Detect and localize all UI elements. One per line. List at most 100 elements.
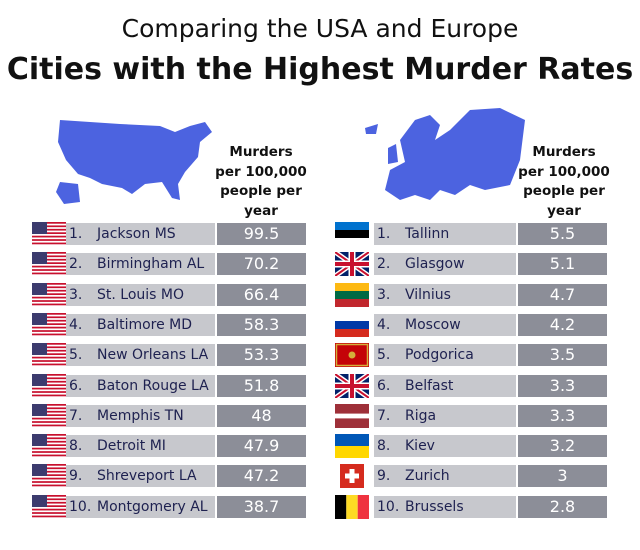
- city-name: Zurich: [405, 468, 450, 485]
- city-name: St. Louis MO: [97, 286, 185, 303]
- rate-cell: 47.9: [217, 435, 306, 458]
- flag-icon: [32, 373, 66, 398]
- city-name: Baltimore MD: [97, 316, 193, 333]
- rank: 3.: [69, 286, 83, 303]
- city-name: Podgorica: [405, 347, 474, 364]
- flag-icon: [335, 312, 369, 337]
- city-cell: 3. Vilnius: [374, 283, 516, 306]
- flag-icon: [333, 371, 371, 400]
- rate-cell: 51.8: [217, 374, 306, 397]
- rate-cell: 70.2: [217, 253, 306, 276]
- flag: [333, 250, 371, 279]
- rate-cell: 48: [217, 404, 306, 427]
- rank: 5.: [69, 347, 83, 364]
- city-name: Baton Rouge LA: [97, 377, 209, 394]
- flag: [32, 403, 66, 428]
- city-name: Birmingham AL: [97, 256, 205, 273]
- flag: [32, 494, 66, 519]
- flag-icon: [32, 403, 66, 428]
- city-cell: 7. Memphis TN: [66, 404, 215, 427]
- rank: 4.: [69, 316, 83, 333]
- city-cell: 2. Glasgow: [374, 253, 516, 276]
- rank: 7.: [377, 407, 391, 424]
- flag: [335, 343, 369, 368]
- rate-cell: 3.5: [518, 344, 607, 367]
- flag: [32, 434, 66, 459]
- rank: 6.: [69, 377, 83, 394]
- flag: [32, 373, 66, 398]
- subtitle: Cities with the Highest Murder Rates: [6, 52, 634, 87]
- rank: 3.: [377, 286, 391, 303]
- rate-cell: 66.4: [217, 283, 306, 306]
- rate-cell: 58.3: [217, 313, 306, 336]
- rate-cell: 4.2: [518, 313, 607, 336]
- city-name: Glasgow: [405, 256, 465, 273]
- rate-cell: 2.8: [518, 495, 607, 518]
- flag: [335, 282, 369, 307]
- flag: [335, 222, 369, 246]
- rank: 9.: [69, 468, 83, 485]
- flag: [32, 252, 66, 277]
- flag-icon: [335, 343, 369, 368]
- rank: 4.: [377, 316, 391, 333]
- rank: 10.: [69, 498, 92, 515]
- city-cell: 2. Birmingham AL: [66, 253, 215, 276]
- rate-cell: 3.3: [518, 374, 607, 397]
- rank: 10.: [377, 498, 400, 515]
- city-cell: 9. Shreveport LA: [66, 465, 215, 488]
- flag: [32, 282, 66, 307]
- rate-cell: 99.5: [217, 223, 306, 245]
- flag: [333, 371, 371, 400]
- city-cell: 1. Tallinn: [374, 223, 516, 245]
- flag-icon: [32, 312, 66, 337]
- city-name: Brussels: [405, 498, 464, 515]
- city-cell: 1. Jackson MS: [66, 223, 215, 245]
- city-cell: 7. Riga: [374, 404, 516, 427]
- rate-cell: 47.2: [217, 465, 306, 488]
- europe-map: [365, 108, 525, 200]
- city-cell: 6. Baton Rouge LA: [66, 374, 215, 397]
- flag-icon: [335, 222, 369, 246]
- rate-cell: 5.5: [518, 223, 607, 245]
- flag: [335, 494, 369, 519]
- title: Comparing the USA and Europe: [121, 14, 519, 43]
- flag: [32, 464, 66, 489]
- city-name: New Orleans LA: [97, 347, 209, 364]
- flag-icon: [32, 464, 66, 489]
- rate-cell: 38.7: [217, 495, 306, 518]
- city-name: Jackson MS: [97, 226, 176, 242]
- city-name: Shreveport LA: [97, 468, 197, 485]
- flag: [32, 222, 66, 246]
- flag: [335, 312, 369, 337]
- city-name: Vilnius: [405, 286, 451, 303]
- rank: 7.: [69, 407, 83, 424]
- flag: [335, 434, 369, 459]
- flag-icon: [32, 494, 66, 519]
- usa-map: [56, 120, 212, 204]
- city-cell: 3. St. Louis MO: [66, 283, 215, 306]
- rank: 9.: [377, 468, 391, 485]
- rank: 2.: [377, 256, 391, 273]
- flag: [335, 464, 369, 489]
- rate-cell: 4.7: [518, 283, 607, 306]
- city-cell: 4. Baltimore MD: [66, 313, 215, 336]
- flag-icon: [335, 403, 369, 428]
- city-cell: 8. Kiev: [374, 435, 516, 458]
- city-name: Montgomery AL: [97, 498, 208, 515]
- city-cell: 5. New Orleans LA: [66, 344, 215, 367]
- column-header: Murders per 100,000 people per year: [215, 144, 307, 219]
- city-name: Tallinn: [405, 226, 450, 242]
- rate-cell: 3.2: [518, 435, 607, 458]
- city-cell: 5. Podgorica: [374, 344, 516, 367]
- city-name: Memphis TN: [97, 407, 184, 424]
- city-cell: 4. Moscow: [374, 313, 516, 336]
- city-name: Detroit MI: [97, 438, 166, 455]
- flag-icon: [335, 434, 369, 459]
- rate-cell: 3.3: [518, 404, 607, 427]
- flag-icon: [32, 222, 66, 246]
- flag: [32, 312, 66, 337]
- flag: [335, 403, 369, 428]
- column-header: Murders per 100,000 people per year: [518, 144, 610, 219]
- rate-cell: 3: [518, 465, 607, 488]
